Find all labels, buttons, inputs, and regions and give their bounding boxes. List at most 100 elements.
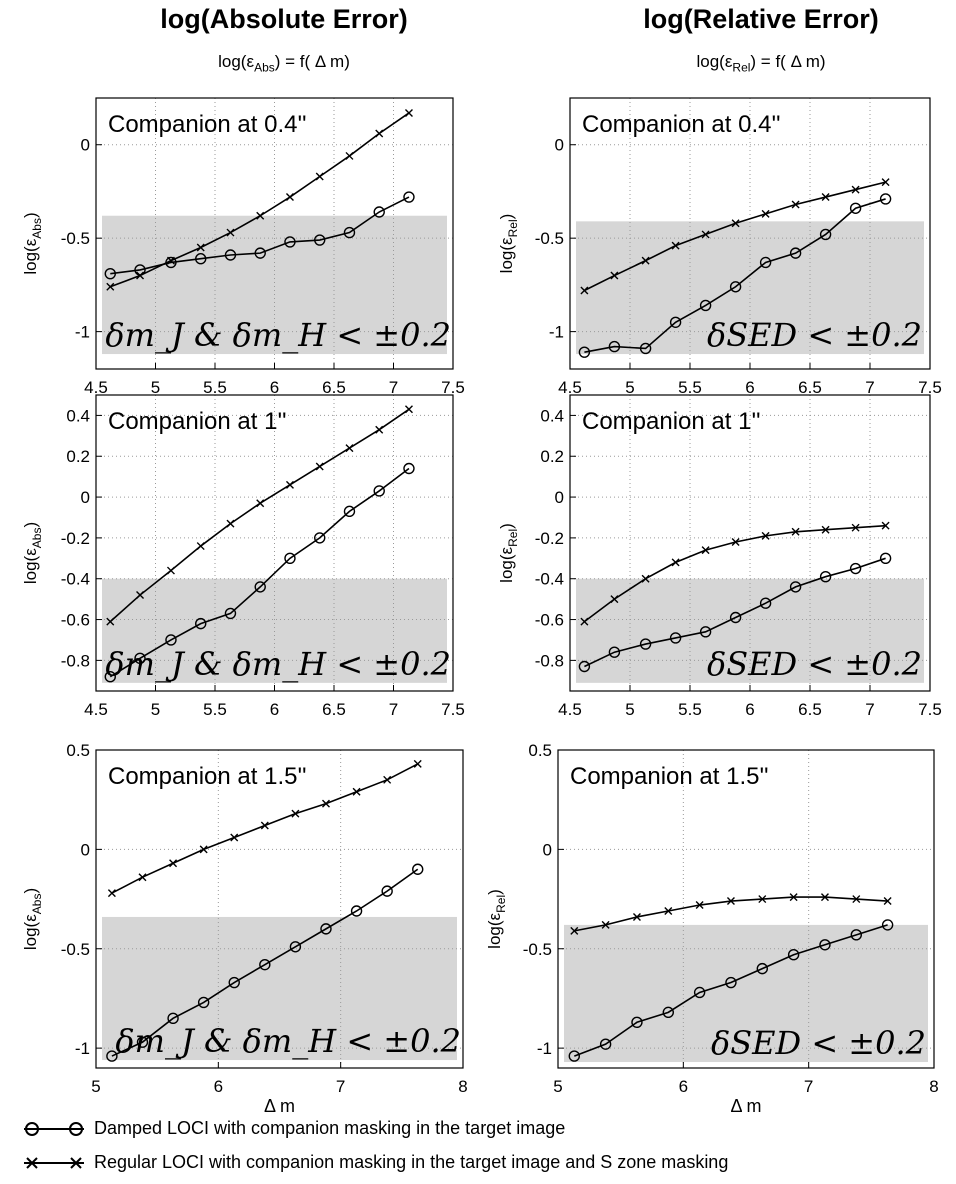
damped-loci-point (104, 671, 116, 683)
regular-loci-point (791, 200, 800, 209)
damped-loci-point (314, 234, 326, 246)
regular-loci-point (580, 286, 589, 295)
regular-loci-point (881, 521, 890, 530)
y-tick-label: -0.4 (535, 570, 564, 589)
damped-loci-point (314, 532, 326, 544)
regular-loci-point (851, 523, 860, 532)
x-tick-label: 4.5 (84, 378, 108, 397)
damped-loci-line (110, 196, 410, 275)
y-tick-label: -1 (537, 1039, 552, 1058)
x-tick-label: 4.5 (84, 700, 108, 719)
regular-loci-point (106, 617, 115, 626)
x-tick-label: 7.5 (918, 700, 942, 719)
damped-loci-point (819, 939, 831, 951)
y-tick-label: 0 (81, 488, 90, 507)
regular-loci-point (641, 574, 650, 583)
panel-title: Companion at 1'' (582, 408, 761, 435)
y-tick-label: 0 (543, 840, 552, 859)
regular-loci-point (851, 185, 860, 194)
regular-loci-point (196, 243, 205, 252)
regular-loci-point (352, 787, 361, 796)
y-axis-label-pre: log(ε (21, 914, 40, 950)
regular-loci-point (580, 617, 589, 626)
regular-loci-point (731, 219, 740, 228)
regular-loci-point (260, 821, 269, 830)
circle-marker-icon (24, 1122, 84, 1137)
damped-loci-point (403, 462, 415, 475)
x-tick-label: 6 (270, 700, 279, 719)
tolerance-band (102, 578, 447, 683)
regular-loci-point (106, 282, 115, 291)
left-formula: log(εAbs) = f( Δ m) (84, 52, 484, 74)
x-tick-label: 6 (214, 1077, 223, 1096)
regular-loci-point (664, 906, 673, 915)
damped-loci-point (669, 316, 682, 328)
y-axis-label-pre: log(ε (21, 548, 40, 584)
damped-loci-point (289, 941, 302, 953)
damped-loci-point (662, 1006, 674, 1019)
y-axis-label-pre: log(ε (497, 237, 516, 273)
regular-loci-point (256, 499, 265, 508)
x-tick-label: 5 (625, 700, 634, 719)
regular-loci-point (169, 859, 178, 868)
damped-loci-point (381, 885, 393, 897)
damped-loci-point (104, 267, 116, 280)
panel-title: Companion at 1.5'' (108, 763, 307, 790)
damped-loci-point (881, 919, 894, 931)
x-tick-label: 7 (336, 1077, 345, 1096)
left-formula-post: ) = f( Δ m) (274, 52, 350, 71)
y-tick-label: 0 (81, 840, 90, 859)
regular-loci-point (761, 209, 770, 218)
damped-loci-point (669, 632, 682, 644)
regular-loci-point (226, 519, 235, 528)
x-tick-label: 7.5 (441, 378, 465, 397)
x-tick-label: 7 (389, 700, 398, 719)
chart-panel-1: 4.5 5 5.5 6 6.5 7 7.5 -1 -0.5 0 Companion at 0.4''… (21, 97, 465, 397)
x-tick-label: 7 (865, 700, 874, 719)
regular-loci-point (404, 108, 413, 117)
y-axis-label-pre: log(ε (497, 546, 516, 582)
right-formula: log(εRel) = f( Δ m) (561, 52, 956, 74)
damped-loci-point (284, 552, 296, 565)
damped-loci-point (729, 281, 742, 293)
y-axis-label: log(εAbs) (21, 212, 44, 274)
y-tick-label: 0.4 (66, 406, 90, 425)
damped-loci-point (759, 597, 772, 609)
regular-loci-point (820, 893, 829, 902)
regular-loci-point (199, 845, 208, 854)
tolerance-band (102, 916, 457, 1061)
damped-loci-point (320, 923, 332, 935)
x-tick-label: 7.5 (441, 700, 465, 719)
x-tick-label: 5.5 (203, 700, 227, 719)
y-axis-label: log(εRel) (485, 889, 508, 949)
x-tick-label: 5 (151, 378, 160, 397)
cross-marker-icon (24, 1157, 84, 1169)
damped-loci-point (599, 1038, 612, 1050)
y-tick-label: -1 (75, 1039, 90, 1058)
y-tick-label: -1 (549, 323, 564, 342)
legend-cross-label: Regular LOCI with companion masking in t… (94, 1152, 729, 1172)
y-tick-label: -0.8 (535, 651, 564, 670)
y-tick-label: 0.5 (528, 741, 552, 760)
regular-loci-point (701, 546, 710, 555)
damped-loci-point (608, 340, 621, 353)
y-axis-label-post: ) (21, 888, 40, 894)
y-axis-label: log(εRel) (497, 214, 520, 274)
damped-loci-point (228, 976, 240, 989)
regular-loci-point (375, 129, 384, 138)
panel-title: Companion at 0.4'' (108, 111, 307, 138)
damped-loci-point (787, 949, 800, 961)
damped-loci-point (693, 986, 706, 999)
damped-loci-point (195, 617, 207, 630)
damped-loci-point (631, 1016, 643, 1028)
damped-loci-point (167, 1012, 179, 1025)
y-axis-label-pre: log(ε (21, 238, 40, 274)
x-tick-label: 6 (679, 1077, 688, 1096)
y-tick-label: -0.5 (61, 229, 90, 248)
x-tick-label: 7 (389, 378, 398, 397)
regular-loci-point (821, 525, 830, 534)
damped-loci-point (578, 660, 591, 673)
regular-loci-point (731, 537, 740, 546)
damped-loci-point (106, 1050, 118, 1062)
damped-loci-point (729, 611, 742, 624)
